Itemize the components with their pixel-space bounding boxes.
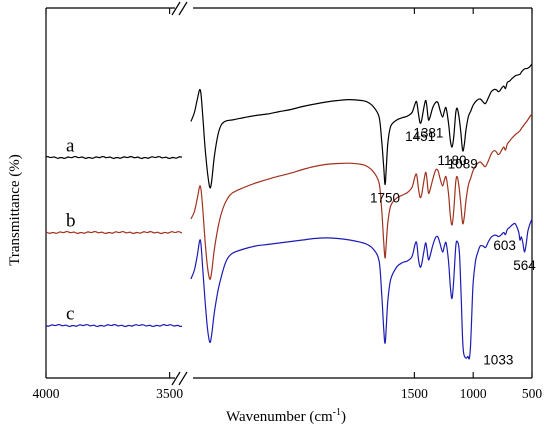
peak-label-a-1750: 1750 (370, 191, 400, 206)
top-break-mark-2 (178, 1, 188, 16)
series-a-line (190, 63, 533, 189)
x-tick-label-3500: 3500 (156, 386, 183, 401)
series-label-b: b (66, 211, 76, 232)
bottom-break-mark-1 (171, 371, 181, 386)
series-b-left-line (45, 230, 183, 235)
x-tick-label-500: 500 (522, 386, 543, 401)
x-tick-label-1000: 1000 (460, 386, 487, 401)
peak-label-c-1033: 1033 (483, 353, 513, 368)
peak-label-a-1180: 1180 (437, 153, 466, 168)
x-axis-label: Wavenumber (cm-1) (226, 407, 346, 425)
series-labels: a b c (66, 136, 76, 325)
series-a-left-line (45, 155, 183, 160)
series-group (45, 63, 533, 360)
x-axis-label-end: ) (341, 409, 346, 425)
x-axis-label-main: Wavenumber (cm (226, 409, 333, 425)
x-tick-label-1500: 1500 (401, 386, 428, 401)
y-axis-label: Transmittance (%) (7, 154, 23, 266)
series-b-line (190, 113, 533, 280)
top-break-mark-1 (171, 1, 181, 16)
peak-label-c-603: 603 (493, 238, 516, 253)
series-label-a: a (66, 136, 75, 157)
series-label-c: c (66, 304, 74, 325)
x-tick-labels: 4000 3500 1500 1000 500 (33, 386, 543, 401)
peak-label-a-1451: 1451 (405, 129, 435, 144)
peak-label-c-564: 564 (513, 258, 536, 273)
bottom-break-mark-2 (178, 371, 188, 386)
peak-label-a-1381: 1381 (413, 125, 443, 140)
x-tick-label-4000: 4000 (33, 386, 60, 401)
axes-frame (45, 1, 533, 386)
series-c-line (190, 218, 533, 360)
x-axis-label-sup: -1 (333, 407, 341, 418)
peak-label-a-1089: 1089 (448, 157, 478, 172)
series-c-left-line (45, 323, 183, 328)
x-ticks (45, 8, 533, 378)
